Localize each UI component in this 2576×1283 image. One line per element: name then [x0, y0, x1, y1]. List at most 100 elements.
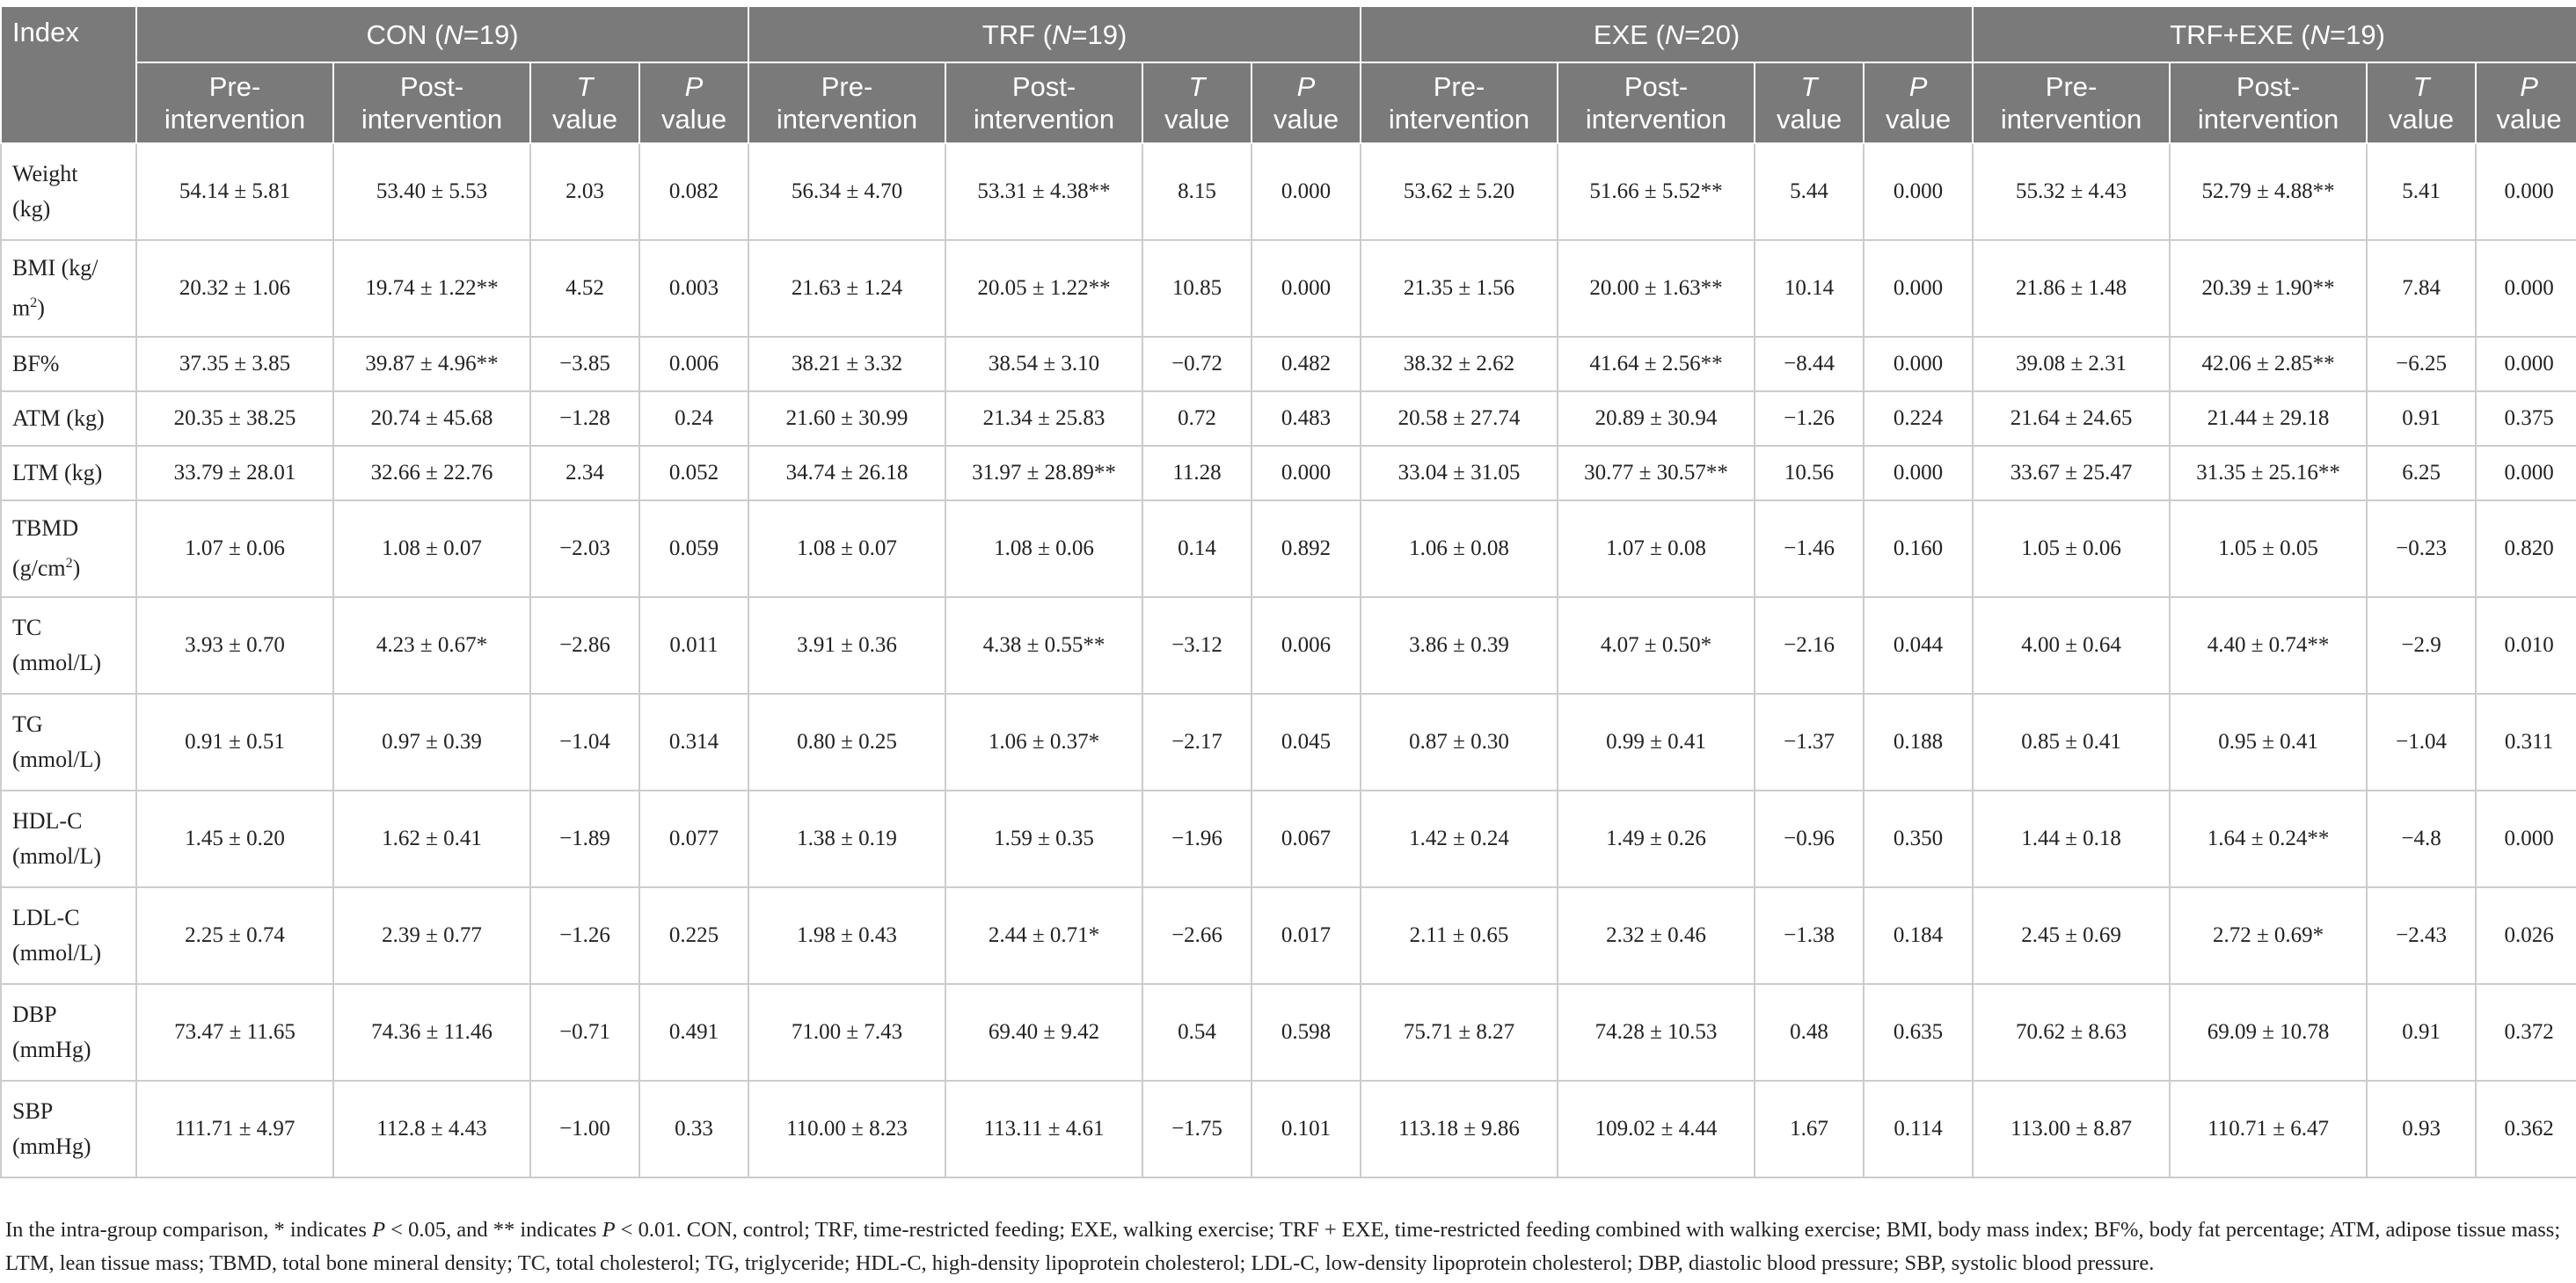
table-cell: 31.97 ± 28.89**	[945, 445, 1144, 501]
table-cell: 0.80 ± 0.25	[748, 693, 947, 791]
table-cell: 0.000	[1863, 445, 1974, 501]
table-cell: 74.36 ± 11.46	[332, 983, 531, 1082]
table-cell: 0.000	[1251, 239, 1362, 338]
subheader-pre: Pre-intervention	[135, 62, 334, 144]
table-cell: −1.04	[529, 693, 640, 791]
table-cell: 0.24	[638, 390, 750, 447]
table-cell: −2.66	[1142, 886, 1253, 985]
table-cell: 19.74 ± 1.22**	[332, 239, 531, 338]
table-cell: 2.32 ± 0.46	[1557, 886, 1756, 985]
table-cell: −1.75	[1142, 1080, 1253, 1178]
table-cell: 0.48	[1754, 983, 1865, 1082]
table-cell: 39.08 ± 2.31	[1972, 336, 2171, 392]
table-cell: 21.35 ± 1.56	[1360, 239, 1559, 338]
index-line-3: )	[37, 295, 45, 321]
table-cell: 21.34 ± 25.83	[945, 390, 1144, 447]
row-index-label: TC (mmol/L)	[0, 596, 137, 695]
table-cell: 113.00 ± 8.87	[1972, 1080, 2171, 1178]
table-cell: 0.011	[638, 596, 750, 695]
table-cell: 0.85 ± 0.41	[1972, 693, 2171, 791]
table-cell: −8.44	[1754, 336, 1865, 392]
group-name: TRF	[982, 18, 1036, 50]
table-cell: 56.34 ± 4.70	[748, 142, 947, 241]
table-cell: 52.79 ± 4.88**	[2169, 142, 2368, 241]
table-cell: 21.86 ± 1.48	[1972, 239, 2171, 338]
table-cell: 20.89 ± 30.94	[1557, 390, 1756, 447]
table-cell: 0.491	[638, 983, 750, 1082]
table-cell: −1.46	[1754, 499, 1865, 598]
table-cell: 1.06 ± 0.08	[1360, 499, 1559, 598]
footnote-text: In the intra-group comparison, * indicat…	[5, 1218, 373, 1242]
group-header-con: CON (N=19)	[135, 5, 750, 63]
table-cell: −1.37	[1754, 693, 1865, 791]
group-n-label: N	[1664, 18, 1685, 50]
subheader-line-2: intervention	[973, 104, 1115, 135]
subheader-line-2: intervention	[361, 104, 503, 135]
subheader-line-1: T	[2412, 71, 2430, 102]
table-cell: 4.40 ± 0.74**	[2169, 596, 2368, 695]
table-cell: 74.28 ± 10.53	[1557, 983, 1756, 1082]
table-cell: 0.160	[1863, 499, 1974, 598]
table-cell: 4.00 ± 0.64	[1972, 596, 2171, 695]
index-superscript: 2	[65, 556, 73, 572]
table-cell: 1.08 ± 0.07	[332, 499, 531, 598]
index-line-1: LTM (kg)	[12, 460, 103, 485]
table-row: TG (mmol/L) 0.91 ± 0.51 0.97 ± 0.39 −1.04 0.3…	[0, 693, 2576, 791]
table-cell: 1.05 ± 0.05	[2169, 499, 2368, 598]
table-cell: 0.314	[638, 693, 750, 791]
subheader-pre: Pre-intervention	[1972, 62, 2171, 144]
row-index-label: BMI (kg/m2)	[0, 239, 137, 338]
table-cell: 0.95 ± 0.41	[2169, 693, 2368, 791]
table-cell: 0.482	[1251, 336, 1362, 392]
subheader-line-1: Post-	[1624, 71, 1689, 102]
table-cell: 0.99 ± 0.41	[1557, 693, 1756, 791]
subheader-line-2: value	[1273, 104, 1339, 135]
table-cell: 0.91 ± 0.51	[135, 693, 334, 791]
subheader-line-1: T	[576, 71, 594, 102]
table-cell: 38.32 ± 2.62	[1360, 336, 1559, 392]
table-cell: −1.26	[529, 886, 640, 985]
table-cell: 0.000	[1863, 142, 1974, 241]
table-cell: 10.14	[1754, 239, 1865, 338]
subheader-line-1: Pre-	[2045, 71, 2098, 102]
subheader-line-2: intervention	[776, 104, 918, 135]
row-index-label: ATM (kg)	[0, 390, 137, 447]
table-cell: −4.8	[2366, 790, 2477, 888]
table-cell: −2.03	[529, 499, 640, 598]
table-cell: 0.375	[2475, 390, 2576, 447]
index-line-1: DBP	[12, 1002, 57, 1027]
table-cell: −2.9	[2366, 596, 2477, 695]
table-row: LDL-C (mmol/L) 2.25 ± 0.74 2.39 ± 0.77 −1.26…	[0, 886, 2576, 985]
subheader-post: Post-intervention	[332, 62, 531, 144]
table-cell: 0.91	[2366, 390, 2477, 447]
table-cell: 6.25	[2366, 445, 2477, 501]
table-cell: 0.350	[1863, 790, 1974, 888]
table-cell: 1.45 ± 0.20	[135, 790, 334, 888]
subheader-line-2: intervention	[2000, 104, 2142, 135]
table-cell: 21.64 ± 24.65	[1972, 390, 2171, 447]
group-n-value: =19)	[1071, 18, 1127, 50]
table-cell: 0.93	[2366, 1080, 2477, 1178]
table-cell: 1.38 ± 0.19	[748, 790, 947, 888]
subheader-line-2: value	[2389, 104, 2455, 135]
index-line-1: TC	[12, 615, 42, 640]
table-row: ATM (kg) 20.35 ± 38.25 20.74 ± 45.68 −1.28 0…	[0, 390, 2576, 447]
table-cell: 75.71 ± 8.27	[1360, 983, 1559, 1082]
table-cell: 33.79 ± 28.01	[135, 445, 334, 501]
table-cell: 1.44 ± 0.18	[1972, 790, 2171, 888]
group-n-value: =20)	[1684, 18, 1740, 50]
table-cell: 20.35 ± 38.25	[135, 390, 334, 447]
table-row: SBP (mmHg) 111.71 ± 4.97 112.8 ± 4.43 −1.00 0…	[0, 1080, 2576, 1178]
group-n-value: =19)	[463, 18, 519, 50]
row-index-label: LTM (kg)	[0, 445, 137, 501]
table-cell: 1.64 ± 0.24**	[2169, 790, 2368, 888]
table-cell: 0.225	[638, 886, 750, 985]
table-cell: 2.45 ± 0.69	[1972, 886, 2171, 985]
subheader-pre: Pre-intervention	[748, 62, 947, 144]
subheader-line-1: Pre-	[821, 71, 873, 102]
group-n-label: N	[443, 18, 463, 50]
table-row: LTM (kg) 33.79 ± 28.01 32.66 ± 22.76 2.34 0.…	[0, 445, 2576, 501]
